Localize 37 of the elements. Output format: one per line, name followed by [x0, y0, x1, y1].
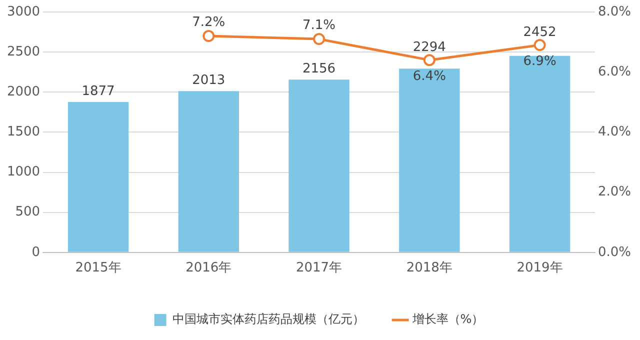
x-tick-label: 2018年: [406, 260, 452, 276]
x-tick-label: 2017年: [296, 260, 342, 276]
y2-tick-label: 6.0%: [598, 64, 632, 80]
y2-tick-label: 8.0%: [598, 4, 632, 20]
y-tick-label: 500: [15, 204, 40, 220]
point: [202, 30, 215, 42]
y-tick-label: 1500: [6, 124, 40, 140]
y-tick-label: 0: [32, 244, 40, 260]
data-label: 7.1%: [302, 18, 336, 34]
data-label: 2156: [302, 62, 336, 77]
legend-label: 中国城市实体药店药品规模（亿元）: [172, 312, 364, 326]
bar: [399, 68, 460, 252]
x-tick-label: 2016年: [186, 260, 232, 276]
data-label: 2452: [523, 25, 556, 40]
point: [423, 54, 436, 66]
bar: [509, 56, 570, 252]
data-label: 6.4%: [412, 69, 446, 84]
legend-label: 增长率（%）: [411, 312, 484, 326]
data-label: 6.9%: [523, 54, 556, 70]
y2-tick-label: 0.0%: [598, 244, 632, 260]
bar: [288, 80, 350, 252]
y-tick-label: 2000: [6, 84, 40, 100]
y-tick-label: 1000: [6, 164, 40, 180]
data-label: 2013: [192, 73, 226, 88]
data-label: 7.2%: [192, 15, 226, 30]
x-tick-label: 2015年: [75, 260, 122, 276]
y2-tick-label: 2.0%: [598, 184, 632, 200]
data-label: 2294: [412, 40, 446, 56]
bar: [178, 91, 240, 252]
y2-tick-label: 4.0%: [598, 124, 632, 140]
data-label: 1877: [82, 84, 115, 99]
x-tick-label: 2019年: [516, 260, 563, 276]
y-tick-label: 3000: [6, 4, 40, 20]
point: [534, 39, 546, 52]
bar: [68, 102, 129, 252]
point: [313, 33, 326, 46]
y-tick-label: 2500: [6, 44, 40, 60]
